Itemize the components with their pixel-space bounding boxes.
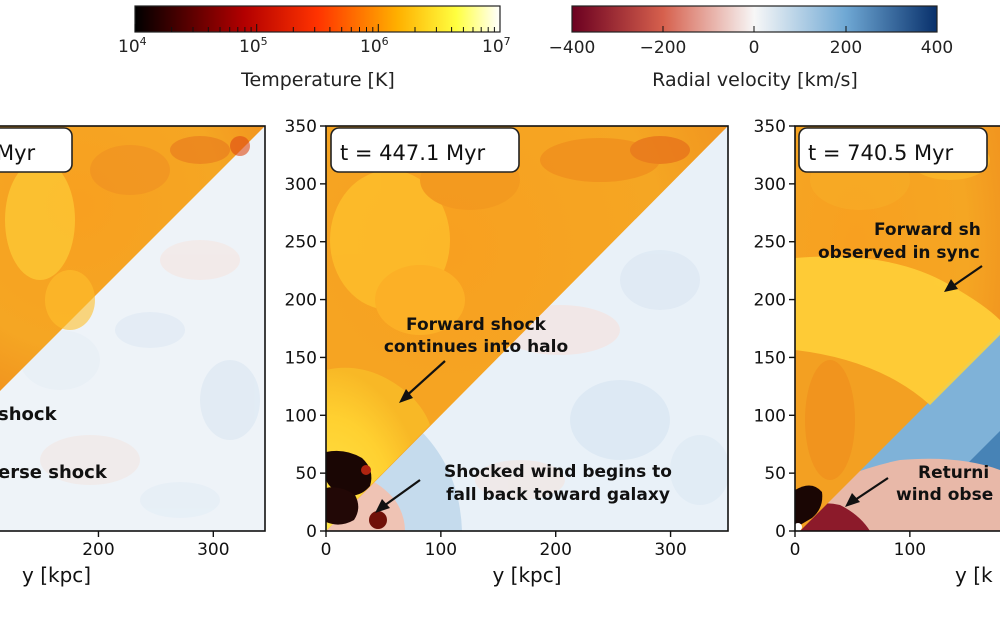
y-tick-label: 300 [285, 175, 317, 195]
panel-1-velocity-texture [20, 240, 260, 518]
velocity-tick-label: −200 [640, 38, 687, 58]
velocity-tick-label: 0 [749, 38, 760, 58]
y-tick-label: 150 [754, 348, 786, 368]
velocity-tick-label: 200 [830, 38, 862, 58]
panel-3-arrow [949, 265, 983, 289]
panel-1-time-box: Myr [0, 127, 73, 173]
y-tick-label: 300 [754, 175, 786, 195]
temperature-tick-label: 107 [482, 35, 511, 57]
panel-1-x-ticks: 200 300 [82, 531, 230, 560]
x-tick-label: 100 [425, 540, 457, 560]
panel-3-annotation: Forward sh [874, 220, 981, 240]
panel-2-frame [325, 125, 729, 532]
velocity-colorbar-label: Radial velocity [km/s] [652, 69, 858, 91]
panel-3-arrow [851, 477, 889, 503]
y-tick-label: 200 [285, 291, 317, 311]
y-tick-label: 200 [754, 291, 786, 311]
x-tick-label: 0 [321, 540, 332, 560]
temperature-tick-label: 105 [239, 35, 268, 57]
panel-3-annotation: Returni [918, 463, 989, 483]
panel-3-galaxy [795, 523, 802, 531]
panel-3-frame [794, 125, 1000, 532]
panel-3-time-box: t = 740.5 Myr [798, 127, 988, 173]
temperature-colorbar-label: Temperature [K] [240, 69, 395, 91]
panel-2-annotation: continues into halo [384, 337, 568, 357]
temperature-tick-labels: 104 105 106 107 [118, 35, 511, 57]
y-tick-label: 100 [285, 406, 317, 426]
panel-3-annotation: wind obse [896, 485, 993, 505]
temperature-tick-label: 104 [118, 35, 147, 57]
panel-2-arrow [403, 360, 446, 399]
velocity-major-ticks [662, 26, 847, 32]
temperature-colorbar-gradient [134, 5, 501, 33]
y-tick-label: 50 [295, 464, 317, 484]
panel-3-cold-clump [795, 485, 823, 526]
panel-3-arrowhead [845, 493, 860, 507]
velocity-tick-label: 400 [921, 38, 953, 58]
panel-1-time-label: Myr [0, 141, 36, 165]
temperature-colorbar: 104 105 106 107 Temperature [K] [118, 5, 511, 91]
y-tick-label: 0 [775, 522, 786, 542]
panel-3-annotation: observed in sync [818, 243, 980, 263]
panel-2-annotation: Forward shock [406, 315, 547, 335]
y-tick-label: 250 [754, 233, 786, 253]
y-tick-label: 0 [306, 522, 317, 542]
x-tick-label: 100 [894, 540, 926, 560]
x-tick-label: 300 [197, 540, 229, 560]
x-tick-label: 0 [790, 540, 801, 560]
panel-2: t = 447.1 Myr Forward shock continues in… [285, 117, 729, 587]
panel-2-arrow [380, 479, 421, 509]
velocity-tick-label: −400 [549, 38, 596, 58]
temperature-minor-ticks [134, 24, 495, 32]
y-tick-label: 250 [285, 233, 317, 253]
x-tick-label: 300 [654, 540, 686, 560]
panel-2-annotation: fall back toward galaxy [446, 485, 670, 505]
panel-2-temperature-texture [330, 136, 690, 335]
panel-3: t = 740.5 Myr Forward sh observed in syn… [754, 117, 1000, 587]
y-tick-label: 350 [754, 117, 786, 137]
panel-3-shocked-shell [795, 256, 1000, 405]
panel-3-time-label: t = 740.5 Myr [808, 141, 954, 165]
panel-1-annotation: erse shock [0, 462, 108, 483]
panel-3-arrowhead [944, 279, 958, 292]
y-tick-label: 100 [754, 406, 786, 426]
panel-1-x-axis-label: y [kpc] [22, 563, 91, 587]
panel-2-time-label: t = 447.1 Myr [340, 141, 486, 165]
velocity-tick-labels: −400 −200 0 200 400 [549, 38, 954, 58]
panel-3-x-axis-label: y [k [955, 563, 993, 587]
panel-1-annotation: shock [0, 404, 58, 425]
y-tick-label: 50 [764, 464, 786, 484]
panel-2-arrowhead [375, 499, 390, 513]
panel-2-arrowhead [399, 389, 413, 403]
x-tick-label: 200 [539, 540, 571, 560]
x-tick-label: 200 [82, 540, 114, 560]
panel-2-x-axis-label: y [kpc] [492, 563, 561, 587]
velocity-colorbar: −400 −200 0 200 400 Radial velocity [km/… [549, 5, 954, 91]
panel-1-frame [0, 125, 266, 532]
panel-2-annotation: Shocked wind begins to [444, 462, 672, 482]
panel-2-cold-clumps [326, 450, 387, 529]
y-tick-label: 150 [285, 348, 317, 368]
panel-1-temperature-texture [5, 136, 250, 330]
panel-3-axis-ticks: 0 100 0 50 100 150 200 250 300 350 [754, 117, 927, 560]
panel-2-axis-ticks: 0 100 200 300 0 50 100 150 200 250 300 350 [285, 117, 687, 560]
y-tick-label: 350 [285, 117, 317, 137]
panel-2-time-box: t = 447.1 Myr [330, 127, 520, 173]
temperature-tick-label: 106 [360, 35, 389, 57]
panel-1: Myr shock erse shock 200 300 y [kpc] [0, 125, 266, 587]
